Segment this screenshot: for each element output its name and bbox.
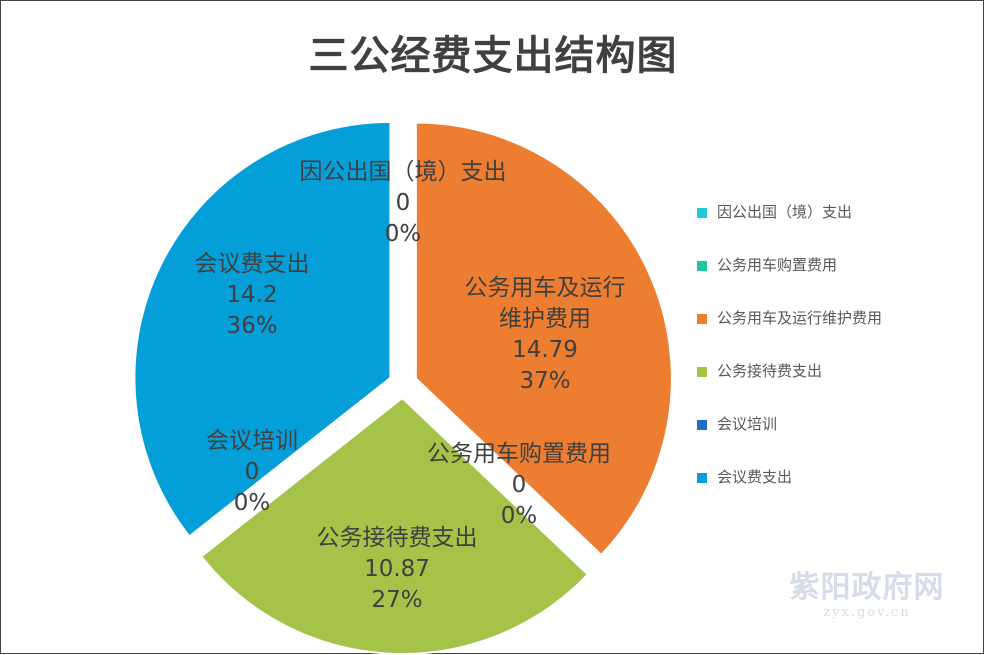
slice-value: 0 [245, 459, 260, 485]
slice-value: 0 [512, 472, 527, 498]
legend-item: 公务用车购置费用 [697, 256, 917, 309]
legend-swatch [697, 208, 707, 218]
legend-swatch [697, 314, 707, 324]
slice-name: 会议费支出 [195, 251, 310, 277]
legend-item: 会议培训 [697, 415, 917, 468]
slice-value: 14.2 [226, 282, 277, 308]
slice-percent: 0% [501, 503, 538, 529]
legend-item: 因公出国（境）支出 [697, 203, 917, 256]
slice-data-label: 公务用车购置费用 0 0% [427, 441, 611, 529]
legend: 因公出国（境）支出 公务用车购置费用 公务用车及运行维护费用 公务接待费支出 会… [697, 203, 917, 521]
watermark-name: 紫阳政府网 [789, 570, 945, 605]
slice-percent: 37% [519, 368, 570, 394]
slice-name: 公务接待费支出 [317, 525, 478, 551]
slice-data-label: 公务接待费支出 10.87 27% [317, 525, 478, 613]
legend-label: 公务用车及运行维护费用 [717, 309, 883, 327]
slice-data-label: 因公出国（境）支出 0 0% [300, 159, 507, 247]
slice-name: 公务用车及运行 [465, 275, 626, 301]
slice-name: 会议培训 [206, 428, 298, 454]
watermark-url: zyx.gov.cn [823, 605, 911, 620]
slice-percent: 0% [234, 490, 271, 516]
slice-percent: 36% [226, 313, 277, 339]
legend-label: 因公出国（境）支出 [717, 203, 853, 221]
legend-item: 会议费支出 [697, 468, 917, 521]
pie-slice [133, 120, 392, 538]
legend-swatch [697, 367, 707, 377]
legend-swatch [697, 473, 707, 483]
chart-title: 三公经费支出结构图 [308, 33, 678, 79]
legend-label: 会议培训 [717, 415, 778, 433]
slice-name: 因公出国（境）支出 [300, 159, 507, 185]
pie-slice [414, 121, 673, 557]
slice-name: 公务用车购置费用 [427, 441, 611, 467]
slice-name: 维护费用 [499, 306, 591, 332]
slice-data-label: 会议培训 0 0% [206, 428, 298, 516]
slice-value: 14.79 [512, 337, 578, 363]
slice-percent: 27% [371, 587, 422, 613]
slice-value: 0 [396, 190, 411, 216]
legend-label: 公务用车购置费用 [717, 256, 838, 274]
slice-percent: 0% [385, 221, 422, 247]
legend-swatch [697, 261, 707, 271]
slice-data-label: 公务用车及运行维护费用 14.79 37% [465, 275, 626, 394]
slice-data-label: 会议费支出 14.2 36% [195, 251, 310, 339]
legend-swatch [697, 420, 707, 430]
legend-item: 公务用车及运行维护费用 [697, 309, 917, 362]
legend-item: 公务接待费支出 [697, 362, 917, 415]
legend-label: 公务接待费支出 [717, 362, 823, 380]
slice-value: 10.87 [364, 556, 430, 582]
legend-label: 会议费支出 [717, 468, 793, 486]
watermark: 紫阳政府网 zyx.gov.cn [787, 571, 947, 621]
